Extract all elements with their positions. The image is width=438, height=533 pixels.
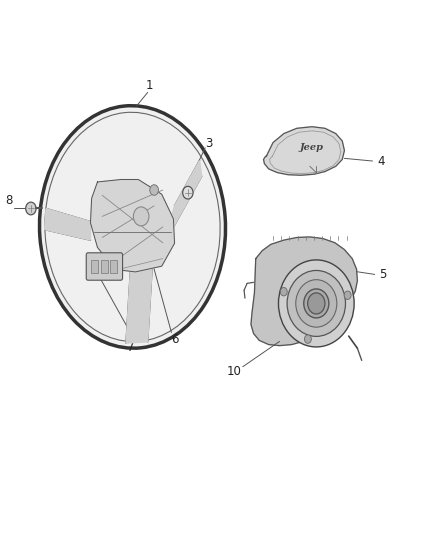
Bar bbox=[101, 260, 108, 273]
Ellipse shape bbox=[45, 112, 220, 342]
Ellipse shape bbox=[39, 106, 226, 348]
Text: 10: 10 bbox=[227, 366, 242, 378]
Polygon shape bbox=[264, 127, 344, 175]
Circle shape bbox=[280, 287, 287, 296]
Circle shape bbox=[307, 293, 325, 314]
Text: 8: 8 bbox=[6, 194, 13, 207]
Polygon shape bbox=[126, 270, 152, 343]
Polygon shape bbox=[162, 160, 201, 248]
Bar bbox=[92, 260, 99, 273]
Text: 3: 3 bbox=[205, 137, 212, 150]
Circle shape bbox=[183, 187, 193, 199]
Ellipse shape bbox=[287, 270, 346, 336]
Circle shape bbox=[134, 207, 149, 226]
Text: 4: 4 bbox=[378, 155, 385, 167]
Ellipse shape bbox=[279, 260, 354, 347]
Bar bbox=[110, 260, 117, 273]
Circle shape bbox=[344, 291, 351, 300]
Text: 5: 5 bbox=[379, 268, 386, 281]
Text: Jeep: Jeep bbox=[300, 143, 324, 152]
Text: 7: 7 bbox=[127, 341, 134, 354]
Ellipse shape bbox=[304, 289, 329, 318]
Ellipse shape bbox=[296, 280, 337, 327]
Polygon shape bbox=[251, 237, 357, 345]
Polygon shape bbox=[45, 208, 91, 240]
Circle shape bbox=[26, 202, 36, 215]
Text: 6: 6 bbox=[171, 333, 178, 346]
Circle shape bbox=[304, 335, 311, 343]
FancyBboxPatch shape bbox=[86, 253, 123, 280]
Circle shape bbox=[150, 185, 159, 195]
Polygon shape bbox=[91, 180, 175, 272]
Text: 1: 1 bbox=[146, 79, 154, 92]
